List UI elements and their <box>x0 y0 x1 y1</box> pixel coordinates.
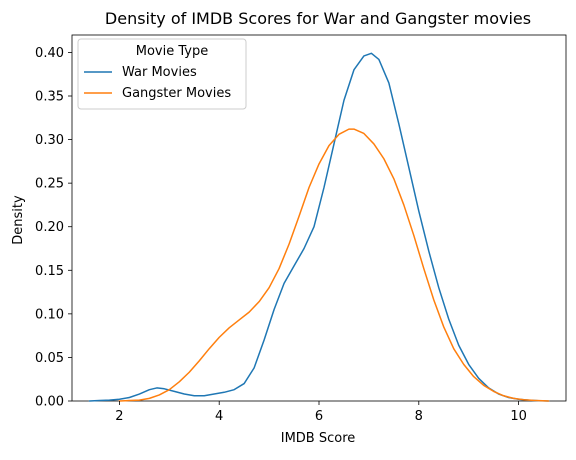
x-tick-label: 2 <box>115 409 123 424</box>
y-tick-label: 0.20 <box>35 220 64 235</box>
series-line-1 <box>118 128 550 402</box>
legend-title: Movie Type <box>136 44 208 59</box>
y-tick-label: 0.30 <box>35 133 64 148</box>
y-tick-label: 0.05 <box>35 351 64 366</box>
y-tick-label: 0.25 <box>35 177 64 192</box>
chart-title: Density of IMDB Scores for War and Gangs… <box>105 9 531 28</box>
y-tick-label: 0.40 <box>35 46 64 61</box>
y-axis-ticks: 0.00 0.05 0.10 0.15 0.20 0.25 0.30 0.35 0.40 <box>35 46 72 410</box>
y-axis-label: Density <box>11 195 26 245</box>
y-tick-label: 0.00 <box>35 395 64 410</box>
x-tick-label: 6 <box>315 409 323 424</box>
x-tick-label: 10 <box>510 409 527 424</box>
x-axis-ticks: 2 4 6 8 10 <box>115 401 527 424</box>
series-layer <box>88 52 550 402</box>
legend-label: War Movies <box>122 65 197 80</box>
plot-area: 2 4 6 8 10 0.000.050.100.150.200.250.300.350… <box>35 34 567 424</box>
x-axis-label: IMDB Score <box>281 431 356 446</box>
legend-label: Gangster Movies <box>122 86 231 101</box>
legend: Movie Type War Movies Gangster Movies <box>77 38 247 110</box>
y-tick-label: 0.15 <box>35 264 64 279</box>
legend-box <box>77 38 247 110</box>
x-tick-label: 8 <box>415 409 423 424</box>
series-line-0 <box>88 52 550 402</box>
y-tick-label: 0.10 <box>35 307 64 322</box>
x-tick-label: 4 <box>215 409 223 424</box>
legend-items: War Movies Gangster Movies <box>84 65 231 101</box>
y-tick-label: 0.35 <box>35 90 64 105</box>
